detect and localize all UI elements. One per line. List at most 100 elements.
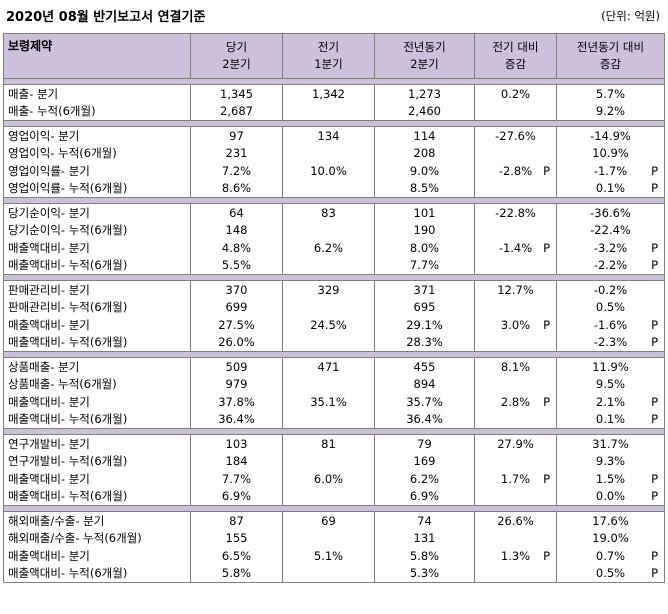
header-row: 보령제약 당기 2분기 전기 1분기 전년동기 2분기 전기 대비 증감 전년동… — [3, 33, 665, 79]
previous-value — [282, 375, 375, 393]
column-header-yoy-change: 전년동기 대비 증감 — [556, 33, 665, 79]
percent-point-marker: P — [543, 240, 550, 255]
yoy-change: 9.5% — [556, 375, 665, 393]
table-row: 매출액대비- 누적(6개월) 26.0% 28.3% -2.3% P — [3, 333, 665, 352]
year-ago-value: 7.7% — [374, 256, 475, 275]
group-separator — [3, 197, 665, 204]
qoq-change-value: 1.3% — [500, 548, 531, 563]
column-header-company: 보령제약 — [3, 33, 191, 79]
previous-value-text: 24.5% — [310, 317, 347, 332]
previous-value — [282, 256, 375, 275]
table-row: 매출- 분기 1,345 1,342 1,273 0.2% 5.7% — [3, 84, 665, 103]
row-label-text: 해외매출/수출- 분기 — [8, 513, 105, 528]
qoq-change: 1.7% P — [474, 470, 557, 488]
table-row: 매출액대비- 누적(6개월) 36.4% 36.4% 0.1% P — [3, 410, 665, 429]
percent-point-marker: P — [543, 548, 550, 563]
group-separator — [3, 78, 665, 85]
yoy-change: 0.0% P — [556, 487, 665, 506]
column-header-previous: 전기 1분기 — [282, 33, 375, 79]
year-ago-value-text: 7.7% — [409, 258, 440, 273]
current-value: 509 — [190, 357, 283, 376]
year-ago-value: 190 — [374, 221, 475, 239]
year-ago-value: 74 — [374, 511, 475, 530]
year-ago-value-text: 35.7% — [406, 394, 443, 409]
row-label: 매출액대비- 분기 — [3, 470, 191, 488]
row-label-text: 영업이익- 분기 — [8, 128, 80, 143]
table-row: 매출액대비- 누적(6개월) 6.9% 6.9% 0.0% P — [3, 487, 665, 506]
current-value-text: 6.5% — [221, 548, 252, 563]
previous-value: 81 — [282, 434, 375, 453]
year-ago-value: 36.4% — [374, 410, 475, 429]
previous-value-text: 134 — [317, 128, 340, 143]
qoq-change: 26.6% — [474, 511, 557, 530]
yoy-change-wrap: -22.4% — [561, 223, 660, 237]
row-label-text: 판매관리비- 누적(6개월) — [8, 300, 128, 315]
yoy-change-wrap: 10.9% — [561, 146, 660, 160]
year-ago-value-text: 6.9% — [409, 489, 440, 504]
yoy-change-value: 11.9% — [592, 359, 629, 374]
row-label-text: 매출액대비- 분기 — [8, 394, 90, 409]
qoq-change-value: 2.8% — [500, 394, 531, 409]
current-value-text: 1,345 — [220, 86, 253, 101]
current-value: 184 — [190, 452, 283, 470]
year-ago-value: 8.0% — [374, 239, 475, 257]
current-value-text: 370 — [225, 282, 248, 297]
yoy-change: 11.9% — [556, 357, 665, 376]
row-label: 상품매출- 분기 — [3, 357, 191, 376]
current-value: 37.8% — [190, 393, 283, 411]
yoy-change: 0.1% P — [556, 410, 665, 429]
row-label-text: 영업이익- 누적(6개월) — [8, 146, 117, 161]
row-label-text: 매출액대비- 누적(6개월) — [8, 566, 128, 581]
yoy-change: -2.2% P — [556, 256, 665, 275]
row-label-text: 매출- 누적(6개월) — [8, 104, 96, 119]
row-label-text: 상품매출- 누적(6개월) — [8, 377, 117, 392]
qoq-change-wrap: 12.7% — [479, 283, 552, 297]
current-value: 87 — [190, 511, 283, 530]
yoy-change: 2.1% P — [556, 393, 665, 411]
table-row: 매출액대비- 분기 37.8% 35.1% 35.7% 2.8% P 2.1% P — [3, 393, 665, 411]
yoy-change-value: 0.1% — [595, 412, 626, 427]
current-value-text: 27.5% — [218, 317, 255, 332]
previous-value-text: 83 — [321, 205, 336, 220]
year-ago-value-text: 695 — [413, 300, 436, 315]
row-label-text: 매출액대비- 분기 — [8, 240, 90, 255]
previous-value: 471 — [282, 357, 375, 376]
yoy-change-value: -2.2% — [593, 258, 628, 273]
year-ago-value: 5.3% — [374, 564, 475, 583]
row-label-text: 영업이익률- 누적(6개월) — [8, 181, 128, 196]
current-value-text: 7.7% — [221, 471, 252, 486]
qoq-change-wrap: 1.7% P — [479, 472, 552, 486]
yoy-change: -2.3% P — [556, 333, 665, 352]
year-ago-value-text: 5.3% — [409, 566, 440, 581]
table-row: 상품매출- 분기 509 471 455 8.1% 11.9% — [3, 357, 665, 376]
previous-value: 6.2% — [282, 239, 375, 257]
header-text: 전기 대비 증감 — [492, 40, 539, 71]
year-ago-value: 208 — [374, 144, 475, 162]
current-value-text: 979 — [225, 377, 248, 392]
separator-bar — [3, 197, 665, 204]
yoy-change-value: 0.0% — [595, 489, 626, 504]
yoy-change: 1.5% P — [556, 470, 665, 488]
year-ago-value: 6.2% — [374, 470, 475, 488]
row-label-text: 영업이익률- 분기 — [8, 163, 90, 178]
current-value: 27.5% — [190, 316, 283, 334]
row-label: 해외매출/수출- 누적(6개월) — [3, 529, 191, 547]
yoy-change: 31.7% — [556, 434, 665, 453]
row-label-text: 매출액대비- 누적(6개월) — [8, 412, 128, 427]
table-row: 연구개발비- 누적(6개월) 184 169 9.3% — [3, 452, 665, 470]
current-value: 97 — [190, 126, 283, 145]
yoy-change-value: -14.9% — [590, 128, 631, 143]
yoy-change-value: -1.6% — [593, 317, 628, 332]
current-value: 1,345 — [190, 84, 283, 103]
qoq-change — [474, 256, 557, 275]
group-separator — [3, 120, 665, 127]
yoy-change-value: 2.1% — [595, 394, 626, 409]
qoq-change-value: 0.2% — [500, 86, 531, 101]
year-ago-value-text: 8.5% — [409, 181, 440, 196]
year-ago-value: 28.3% — [374, 333, 475, 352]
row-label: 매출- 분기 — [3, 84, 191, 103]
row-label: 연구개발비- 분기 — [3, 434, 191, 453]
yoy-change-value: -0.2% — [593, 282, 628, 297]
yoy-change-value: 0.7% — [595, 548, 626, 563]
row-label-text: 매출- 분기 — [8, 86, 59, 101]
